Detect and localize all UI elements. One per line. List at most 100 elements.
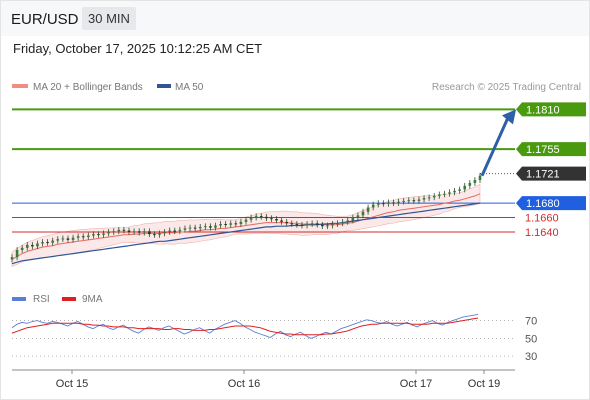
ma9-legend-label: 9MA (82, 294, 103, 305)
candle-body (198, 226, 202, 229)
rsi-ma9-line (11, 317, 479, 336)
candle-body (382, 203, 385, 205)
candle-body (51, 240, 54, 243)
candle-body (92, 234, 95, 236)
candle-body (188, 227, 192, 229)
candle-body (432, 195, 436, 198)
candle-body (81, 236, 85, 238)
candle-body (117, 229, 121, 232)
candle-body (25, 244, 29, 248)
candle-body (148, 231, 151, 235)
candle-body (407, 200, 411, 202)
candle-body (300, 224, 304, 226)
candle-body (422, 198, 426, 200)
price-tag-bg-1 (516, 142, 586, 157)
candle-body (204, 226, 207, 228)
candle-body (478, 175, 482, 181)
price-tag-0: 1.1810 (526, 104, 560, 116)
candle-body (341, 221, 344, 224)
candle-body (392, 202, 395, 204)
candle-body (458, 189, 461, 191)
candle-body (254, 216, 258, 218)
candle-body (10, 257, 14, 260)
rsi-line (11, 313, 479, 339)
candle-body (366, 207, 370, 212)
candle-body (234, 223, 238, 225)
candle-body (31, 244, 34, 247)
candle-body (15, 249, 19, 258)
candle-body (321, 224, 324, 227)
header-bar: EUR/USD 30 MIN (0, 0, 590, 36)
price-tag-3: 1.1680 (526, 198, 560, 210)
candle-body (153, 234, 156, 236)
candle-body (310, 223, 314, 225)
candle-body (417, 199, 421, 201)
candle-body (351, 217, 355, 221)
candle-body (41, 242, 44, 244)
candle-body (173, 230, 177, 232)
timeframe-button[interactable]: 30 MIN (82, 7, 136, 30)
ma50-line (11, 202, 481, 265)
candle-body (224, 224, 227, 226)
price-tag-5: 1.1640 (525, 227, 559, 239)
candle-body (214, 225, 217, 228)
candle-body (122, 229, 126, 231)
candle-body (56, 239, 60, 241)
rsi-level-label-70: 70 (525, 316, 537, 328)
candle-body (61, 238, 65, 240)
datetime-label: Friday, October 17, 2025 10:12:25 AM CET (13, 41, 263, 56)
candle-body (402, 200, 405, 202)
x-tick-label-3: Oct 19 (468, 378, 500, 390)
bollinger-legend-swatch (12, 84, 28, 88)
bollinger-legend-label: MA 20 + Bollinger Bands (33, 82, 143, 93)
candle-body (132, 231, 136, 233)
rsi-level-label-30: 30 (525, 351, 537, 363)
price-tag-2: 1.1721 (526, 169, 560, 181)
rsi-level-label-50: 50 (525, 333, 537, 345)
candle-body (229, 223, 233, 225)
candle-body (468, 182, 472, 186)
x-tick-label-1: Oct 16 (228, 378, 260, 390)
candle-body (239, 221, 243, 225)
ma50-legend-label: MA 50 (175, 82, 204, 93)
candle-body (46, 242, 49, 244)
candle-body (290, 223, 294, 225)
candle-body (168, 230, 171, 232)
candle-body (270, 218, 273, 220)
price-tag-1: 1.1755 (526, 144, 560, 156)
candle-body (275, 218, 278, 221)
candle-body (473, 180, 477, 183)
candle-body (463, 185, 467, 190)
candle-body (336, 223, 339, 225)
x-tick-label-0: Oct 15 (56, 378, 88, 390)
candle-body (158, 233, 161, 235)
rsi-legend-label: RSI (33, 294, 50, 305)
candle-body (412, 200, 416, 202)
candle-body (66, 238, 70, 240)
candle-body (265, 216, 268, 219)
candle-body (163, 231, 166, 234)
candle-body (36, 243, 39, 247)
candle-body (183, 228, 187, 230)
candle-body (71, 237, 75, 240)
candle-body (112, 231, 116, 233)
credit-label: Research © 2025 Trading Central (432, 82, 581, 93)
candle-body (443, 193, 446, 195)
ma20-line (11, 193, 481, 260)
candle-body (397, 201, 400, 204)
candle-body (142, 231, 146, 233)
candle-body (193, 227, 197, 229)
candle-body (305, 224, 309, 226)
price-tag-bg-3 (516, 196, 586, 211)
rsi-legend-swatch (12, 297, 26, 301)
candle-body (331, 224, 334, 226)
forecast-arrow-shaft (480, 114, 511, 177)
candle-body (315, 223, 319, 225)
candle-body (249, 217, 253, 220)
candle-body (295, 224, 299, 226)
candle-body (209, 226, 212, 228)
candle-body (285, 221, 288, 224)
x-tick-label-2: Oct 17 (400, 378, 432, 390)
symbol-title: EUR/USD (11, 11, 79, 28)
